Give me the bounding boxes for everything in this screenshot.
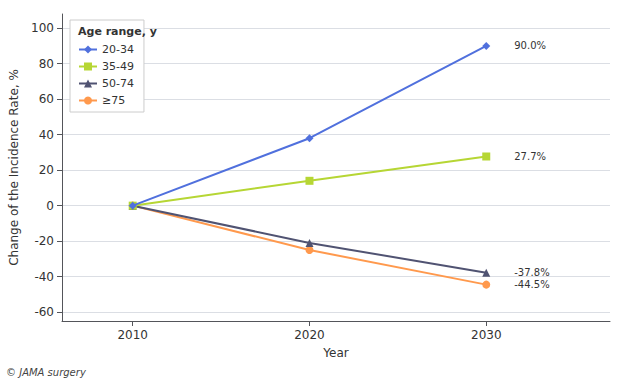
svg-text:Year: Year bbox=[322, 346, 348, 360]
svg-text:-20: -20 bbox=[34, 234, 54, 248]
svg-text:100: 100 bbox=[31, 21, 54, 35]
svg-text:2010: 2010 bbox=[117, 328, 148, 342]
svg-text:≥75: ≥75 bbox=[102, 94, 125, 107]
svg-text:27.7%: 27.7% bbox=[514, 151, 546, 162]
svg-text:35-49: 35-49 bbox=[102, 60, 134, 73]
svg-text:40: 40 bbox=[39, 128, 54, 142]
svg-text:-40: -40 bbox=[34, 270, 54, 284]
svg-text:90.0%: 90.0% bbox=[514, 40, 546, 51]
svg-text:2020: 2020 bbox=[294, 328, 325, 342]
svg-text:50-74: 50-74 bbox=[102, 77, 134, 90]
svg-text:60: 60 bbox=[39, 92, 54, 106]
svg-text:80: 80 bbox=[39, 57, 54, 71]
svg-text:-37.8%: -37.8% bbox=[514, 267, 549, 278]
svg-text:20-34: 20-34 bbox=[102, 43, 134, 56]
svg-text:0: 0 bbox=[46, 199, 54, 213]
svg-text:20: 20 bbox=[39, 163, 54, 177]
svg-text:-44.5%: -44.5% bbox=[514, 279, 549, 290]
svg-text:2030: 2030 bbox=[471, 328, 502, 342]
svg-text:© JAMA surgery: © JAMA surgery bbox=[6, 367, 87, 378]
svg-text:Age range, y: Age range, y bbox=[78, 25, 157, 38]
svg-text:Change of the Incidence Rate,: Change of the Incidence Rate, % bbox=[7, 69, 21, 266]
svg-text:-60: -60 bbox=[34, 305, 54, 319]
